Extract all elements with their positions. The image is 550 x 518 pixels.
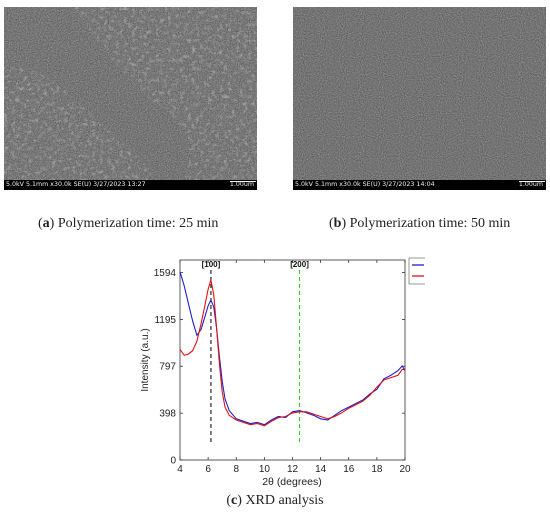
caption-text: XRD analysis [245, 493, 324, 508]
series-line-50-min [179, 279, 405, 427]
caption-text: Polymerization time: 25 min [57, 216, 219, 231]
y-tick-label: 0 [170, 456, 176, 467]
sem-info-bar: 5.0kV 5.1mm x30.0k SE(U) 3/27/2023 13:27… [4, 180, 257, 190]
y-axis-label: Intensity (a.u.) [140, 328, 151, 391]
x-tick-label: 4 [177, 464, 183, 475]
sem-image-50min: 5.0kV 5.1mm x30.0k SE(U) 3/27/2023 14:04… [293, 7, 546, 190]
sem-texture-a [4, 7, 257, 190]
y-tick-label: 398 [159, 409, 176, 420]
caption-letter: b [333, 216, 342, 231]
scale-bar [230, 181, 256, 182]
y-tick-label: 1594 [154, 268, 177, 279]
x-tick-label: 8 [233, 464, 239, 475]
legend: 25 min50 min [408, 257, 425, 285]
caption-letter: a [42, 216, 50, 231]
caption-letter: c [231, 493, 238, 508]
caption-a: (a) Polymerization time: 25 min [38, 216, 219, 231]
sem-info-bar: 5.0kV 5.1mm x30.0k SE(U) 3/27/2023 14:04… [293, 180, 546, 190]
x-tick-label: 6 [205, 464, 211, 475]
peak-label: [200] [290, 260, 309, 269]
series-line-25-min [179, 271, 406, 426]
y-tick-label: 1195 [154, 315, 176, 326]
caption-text: Polymerization time: 50 min [349, 216, 511, 231]
scale-label: 1.00um [229, 181, 254, 188]
legend-box [408, 257, 425, 285]
x-tick-label: 10 [259, 464, 271, 475]
sem-image-25min: 5.0kV 5.1mm x30.0k SE(U) 3/27/2023 13:27… [4, 7, 257, 190]
x-tick-label: 12 [287, 464, 299, 475]
sem-texture-b [293, 7, 546, 190]
sem-info-text: 5.0kV 5.1mm x30.0k SE(U) 3/27/2023 14:04 [295, 181, 435, 188]
x-tick-label: 18 [371, 464, 383, 475]
x-tick-label: 16 [343, 464, 355, 475]
peak-label: [100] [202, 260, 221, 269]
x-tick-label: 14 [315, 464, 327, 475]
caption-b: (b) Polymerization time: 50 min [329, 216, 511, 231]
scale-bar [519, 181, 545, 182]
x-tick-label: 20 [399, 464, 411, 475]
sem-info-text: 5.0kV 5.1mm x30.0k SE(U) 3/27/2023 13:27 [6, 181, 146, 188]
plot-area [179, 259, 406, 461]
xrd-chart: 4 6 8 10 12 14 16 18 20 0 398 797 1195 1594 [100] [200… [140, 257, 425, 487]
caption-c: (c) XRD analysis [226, 493, 324, 508]
y-tick-label: 797 [159, 362, 176, 373]
scale-label: 1.00um [518, 181, 543, 188]
x-axis-label: 2θ (degrees) [262, 476, 322, 487]
